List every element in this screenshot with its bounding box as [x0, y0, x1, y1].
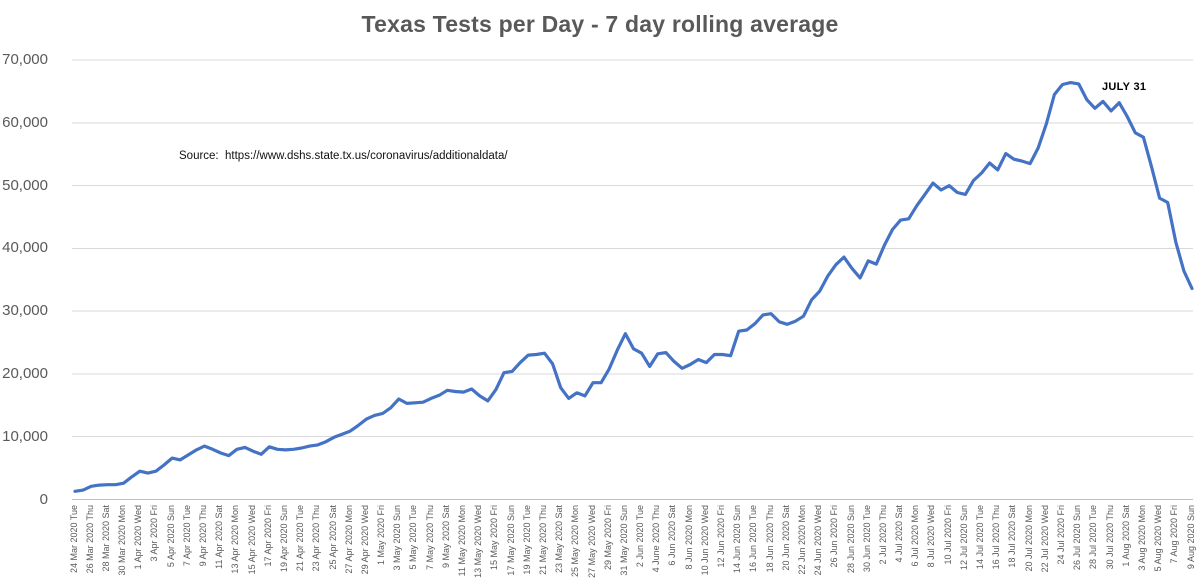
x-axis-tick-label: 7 May 2020 Thu: [424, 505, 435, 570]
x-axis-tick-label: 20 Jul 2020 Mon: [1023, 505, 1034, 572]
y-axis-tick-label: 30,000: [2, 302, 48, 320]
x-axis-tick-label: 3 Aug 2020 Mon: [1136, 505, 1147, 571]
y-axis-tick-label: 60,000: [2, 113, 48, 131]
x-axis-tick-label: 12 Jun 2020 Fri: [716, 505, 727, 568]
x-axis-tick-label: 25 May 2020 Mon: [570, 505, 581, 578]
x-axis-tick-label: 8 Jun 2020 Mon: [683, 505, 694, 570]
x-axis-tick-label: 19 May 2020 Tue: [521, 505, 532, 575]
x-axis-tick-label: 6 Jun 2020 Sat: [667, 505, 678, 566]
x-axis-tick-label: 5 May 2020 Tue: [408, 505, 419, 570]
x-axis-tick-label: 1 May 2020 Fri: [376, 505, 387, 566]
x-axis-tick-label: 3 Apr 2020 Fri: [149, 505, 160, 562]
x-axis-tick-label: 31 May 2020 Sun: [618, 505, 629, 576]
x-axis-tick-label: 2 Jun 2020 Tue: [635, 505, 646, 568]
x-axis-tick-label: 24 Jul 2020 Fri: [1055, 505, 1066, 565]
x-axis-tick-label: 28 Mar 2020 Sat: [100, 505, 111, 572]
x-axis-tick-label: 4 Jul 2020 Sat: [894, 505, 905, 563]
x-axis-tick-label: 26 Mar 2020 Thu: [84, 505, 95, 574]
x-axis-tick-label: 18 Jul 2020 Sat: [1007, 505, 1018, 568]
x-axis-tick-label: 14 Jun 2020 Sun: [732, 505, 743, 574]
x-axis-tick-label: 24 Jun 2020 Wed: [813, 505, 824, 576]
x-axis-tick-label: 12 Jul 2020 Sun: [958, 505, 969, 571]
source-note: Source: https://www.dshs.state.tx.us/cor…: [179, 150, 508, 162]
y-axis-tick-label: 20,000: [2, 364, 48, 382]
y-axis-tick-label: 70,000: [2, 51, 48, 68]
x-axis-tick-label: 26 Jun 2020 Fri: [829, 505, 840, 568]
x-axis-tick-label: 3 May 2020 Sun: [392, 505, 403, 571]
x-axis-tick-label: 2 Jul 2020 Thu: [877, 505, 888, 565]
x-axis-tick-label: 19 Apr 2020 Sun: [278, 505, 289, 573]
x-axis-tick-label: 17 Apr 2020 Fri: [262, 505, 273, 567]
x-axis-tick-label: 4 June 2020 Thu: [651, 505, 662, 573]
x-axis-tick-label: 11 Apr 2020 Sat: [214, 505, 225, 569]
x-axis-tick-label: 1 Apr 2020 Wed: [133, 505, 144, 570]
x-axis-tick-label: 21 May 2020 Thu: [537, 505, 548, 575]
x-axis-tick-label: 22 Jun 2020 Mon: [796, 505, 807, 575]
x-axis-tick-label: 10 Jul 2020 Fri: [942, 505, 953, 565]
x-axis-tick-label: 13 Apr 2020 Mon: [230, 505, 241, 574]
x-axis-tick-label: 20 Jun 2020 Sat: [780, 505, 791, 571]
x-axis-tick-label: 15 May 2020 Fri: [489, 505, 500, 571]
x-axis-tick-label: 10 Jun 2020 Wed: [699, 505, 710, 576]
y-axis-tick-label: 10,000: [2, 427, 48, 445]
x-axis-tick-label: 9 May 2020 Sat: [440, 505, 451, 569]
y-axis-tick-label: 50,000: [2, 176, 48, 194]
x-axis-tick-label: 15 Apr 2020 Wed: [246, 505, 257, 575]
x-axis-tick-label: 6 Jul 2020 Mon: [910, 505, 921, 567]
x-axis-tick-label: 30 Jul 2020 Thu: [1104, 505, 1115, 570]
x-axis-tick-label: 29 May 2020 Fri: [602, 505, 613, 571]
x-axis-tick-label: 16 Jul 2020 Thu: [991, 505, 1002, 570]
x-axis-tick-label: 17 May 2020 Sun: [505, 505, 516, 576]
x-axis-tick-label: 21 Apr 2020 Tue: [295, 505, 306, 572]
x-axis-tick-label: 23 May 2020 Sat: [554, 505, 565, 574]
x-axis-tick-label: 28 Jun 2020 Sun: [845, 505, 856, 574]
x-axis-tick-label: 30 Jun 2020 Tue: [861, 505, 872, 573]
x-axis-tick-label: 22 Jul 2020 Wed: [1039, 505, 1050, 573]
x-axis-tick-label: 18 Jun 2020 Thu: [764, 505, 775, 573]
x-axis-tick-label: 1 Aug 2020 Sat: [1120, 505, 1131, 567]
x-axis-tick-label: 27 Apr 2020 Mon: [343, 505, 354, 574]
x-axis-tick-label: 5 Aug 2020 Wed: [1153, 505, 1164, 572]
x-axis-tick-label: 9 Aug 2020 Sun: [1185, 505, 1196, 570]
x-axis-tick-label: 9 Apr 2020 Thu: [198, 505, 208, 567]
y-axis-tick-label: 40,000: [2, 239, 48, 257]
x-axis-tick-label: 24 Mar 2020 Tue: [68, 505, 79, 574]
x-axis-tick-label: 11 May 2020 Mon: [457, 505, 468, 577]
x-axis-tick-label: 13 May 2020 Wed: [473, 505, 484, 578]
x-axis-tick-label: 23 Apr 2020 Thu: [311, 505, 322, 572]
x-axis-tick-label: 29 Apr 2020 Wed: [359, 505, 370, 575]
x-axis-tick-label: 8 Jul 2020 Wed: [926, 505, 937, 568]
tests-trend-line: [73, 80, 1194, 493]
annotation-july-31: JULY 31: [1102, 81, 1147, 93]
x-axis-tick-label: 7 Aug 2020 Fri: [1169, 505, 1180, 564]
x-axis-tick-label: 26 Jul 2020 Sun: [1072, 505, 1083, 571]
y-axis-tick-label: 0: [39, 490, 48, 508]
chart-title: Texas Tests per Day - 7 day rolling aver…: [361, 11, 839, 37]
x-axis-tick-label: 7 Apr 2020 Tue: [181, 505, 192, 567]
x-axis-tick-label: 28 Jul 2020 Tue: [1088, 505, 1099, 570]
x-axis-tick-label: 16 Jun 2020 Tue: [748, 505, 759, 573]
x-axis-tick-label: 25 Apr 2020 Sat: [327, 505, 338, 570]
x-axis-tick-label: 30 Mar 2020 Mon: [117, 505, 128, 576]
x-axis-tick-label: 14 Jul 2020 Tue: [975, 505, 986, 570]
x-axis-tick-label: 27 May 2020 Wed: [586, 505, 597, 578]
x-axis-tick-label: 5 Apr 2020 Sun: [165, 505, 176, 568]
